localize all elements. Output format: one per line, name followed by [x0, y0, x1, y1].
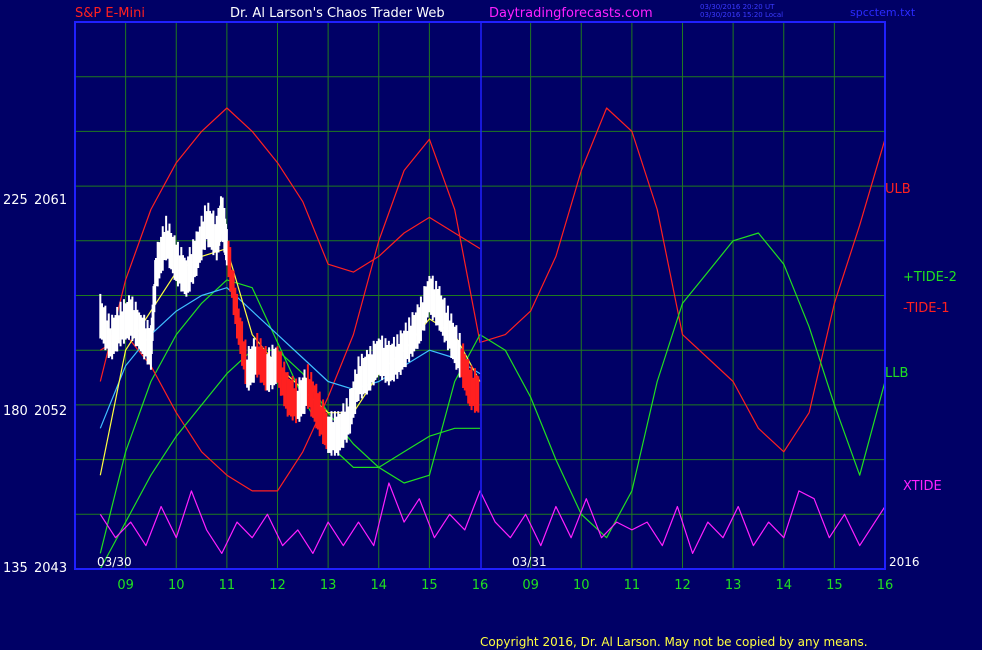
- x-tick-label: 16: [472, 578, 489, 593]
- x-tick-label: 14: [370, 578, 387, 593]
- y-tick-left: 180: [3, 404, 28, 419]
- date-label: 03/31: [512, 555, 547, 569]
- timestamp-ut: 03/30/2016 20:20 UT: [700, 3, 775, 11]
- x-tick-label: 11: [219, 578, 236, 593]
- x-tick-label: 12: [269, 578, 286, 593]
- x-tick-label: 09: [117, 578, 134, 593]
- x-tick-label: 15: [826, 578, 843, 593]
- file-label: spcctem.txt: [850, 6, 916, 19]
- x-tick-label: 12: [674, 578, 691, 593]
- x-tick-label: 13: [320, 578, 337, 593]
- timestamp-local: 03/30/2016 15:20 Local: [700, 11, 783, 19]
- x-tick-label: 10: [168, 578, 185, 593]
- series-line-xtide: [99, 482, 886, 555]
- series-line--tide-1: [99, 107, 886, 492]
- legend-tide-1: -TIDE-1: [903, 301, 949, 316]
- x-tick-label: 14: [775, 578, 792, 593]
- x-tick-label: 11: [624, 578, 641, 593]
- x-tick-label: 16: [877, 578, 894, 593]
- y-tick-left: 135: [3, 561, 28, 576]
- copyright-text: Copyright 2016, Dr. Al Larson. May not b…: [480, 635, 868, 649]
- x-tick-label: 09: [522, 578, 539, 593]
- x-tick-label: 10: [573, 578, 590, 593]
- y-tick-right: 2061: [34, 193, 67, 208]
- y-tick-right: 2052: [34, 404, 67, 419]
- legend-llb: LLB: [885, 366, 908, 381]
- legend-tide-2: +TIDE-2: [903, 270, 957, 285]
- date-label: 03/30: [97, 555, 132, 569]
- legend-xtide: XTIDE: [903, 479, 942, 494]
- series-line--tide-2: [99, 232, 886, 570]
- series-line-cyan-average: [99, 287, 481, 429]
- price-layer: [99, 196, 480, 456]
- series-line-ulb: [99, 107, 481, 382]
- legend-ulb: ULB: [885, 182, 911, 197]
- series-layer: [99, 107, 886, 570]
- site-link[interactable]: Daytradingforecasts.com: [489, 6, 653, 21]
- plot-frame: [74, 21, 886, 570]
- x-axis-labels: 09 10 11 12 13 14 15 16 09 10 11 12 13 14 15 16: [117, 578, 893, 593]
- y-tick-left: 225: [3, 193, 28, 208]
- author-label: Dr. Al Larson's Chaos Trader Web: [230, 6, 445, 21]
- year-label: 2016: [889, 555, 920, 569]
- x-tick-label: 13: [725, 578, 742, 593]
- y-tick-right: 2043: [34, 561, 67, 576]
- x-tick-label: 15: [421, 578, 438, 593]
- series-line-llb: [99, 279, 480, 554]
- symbol-label: S&P E-Mini: [75, 6, 145, 21]
